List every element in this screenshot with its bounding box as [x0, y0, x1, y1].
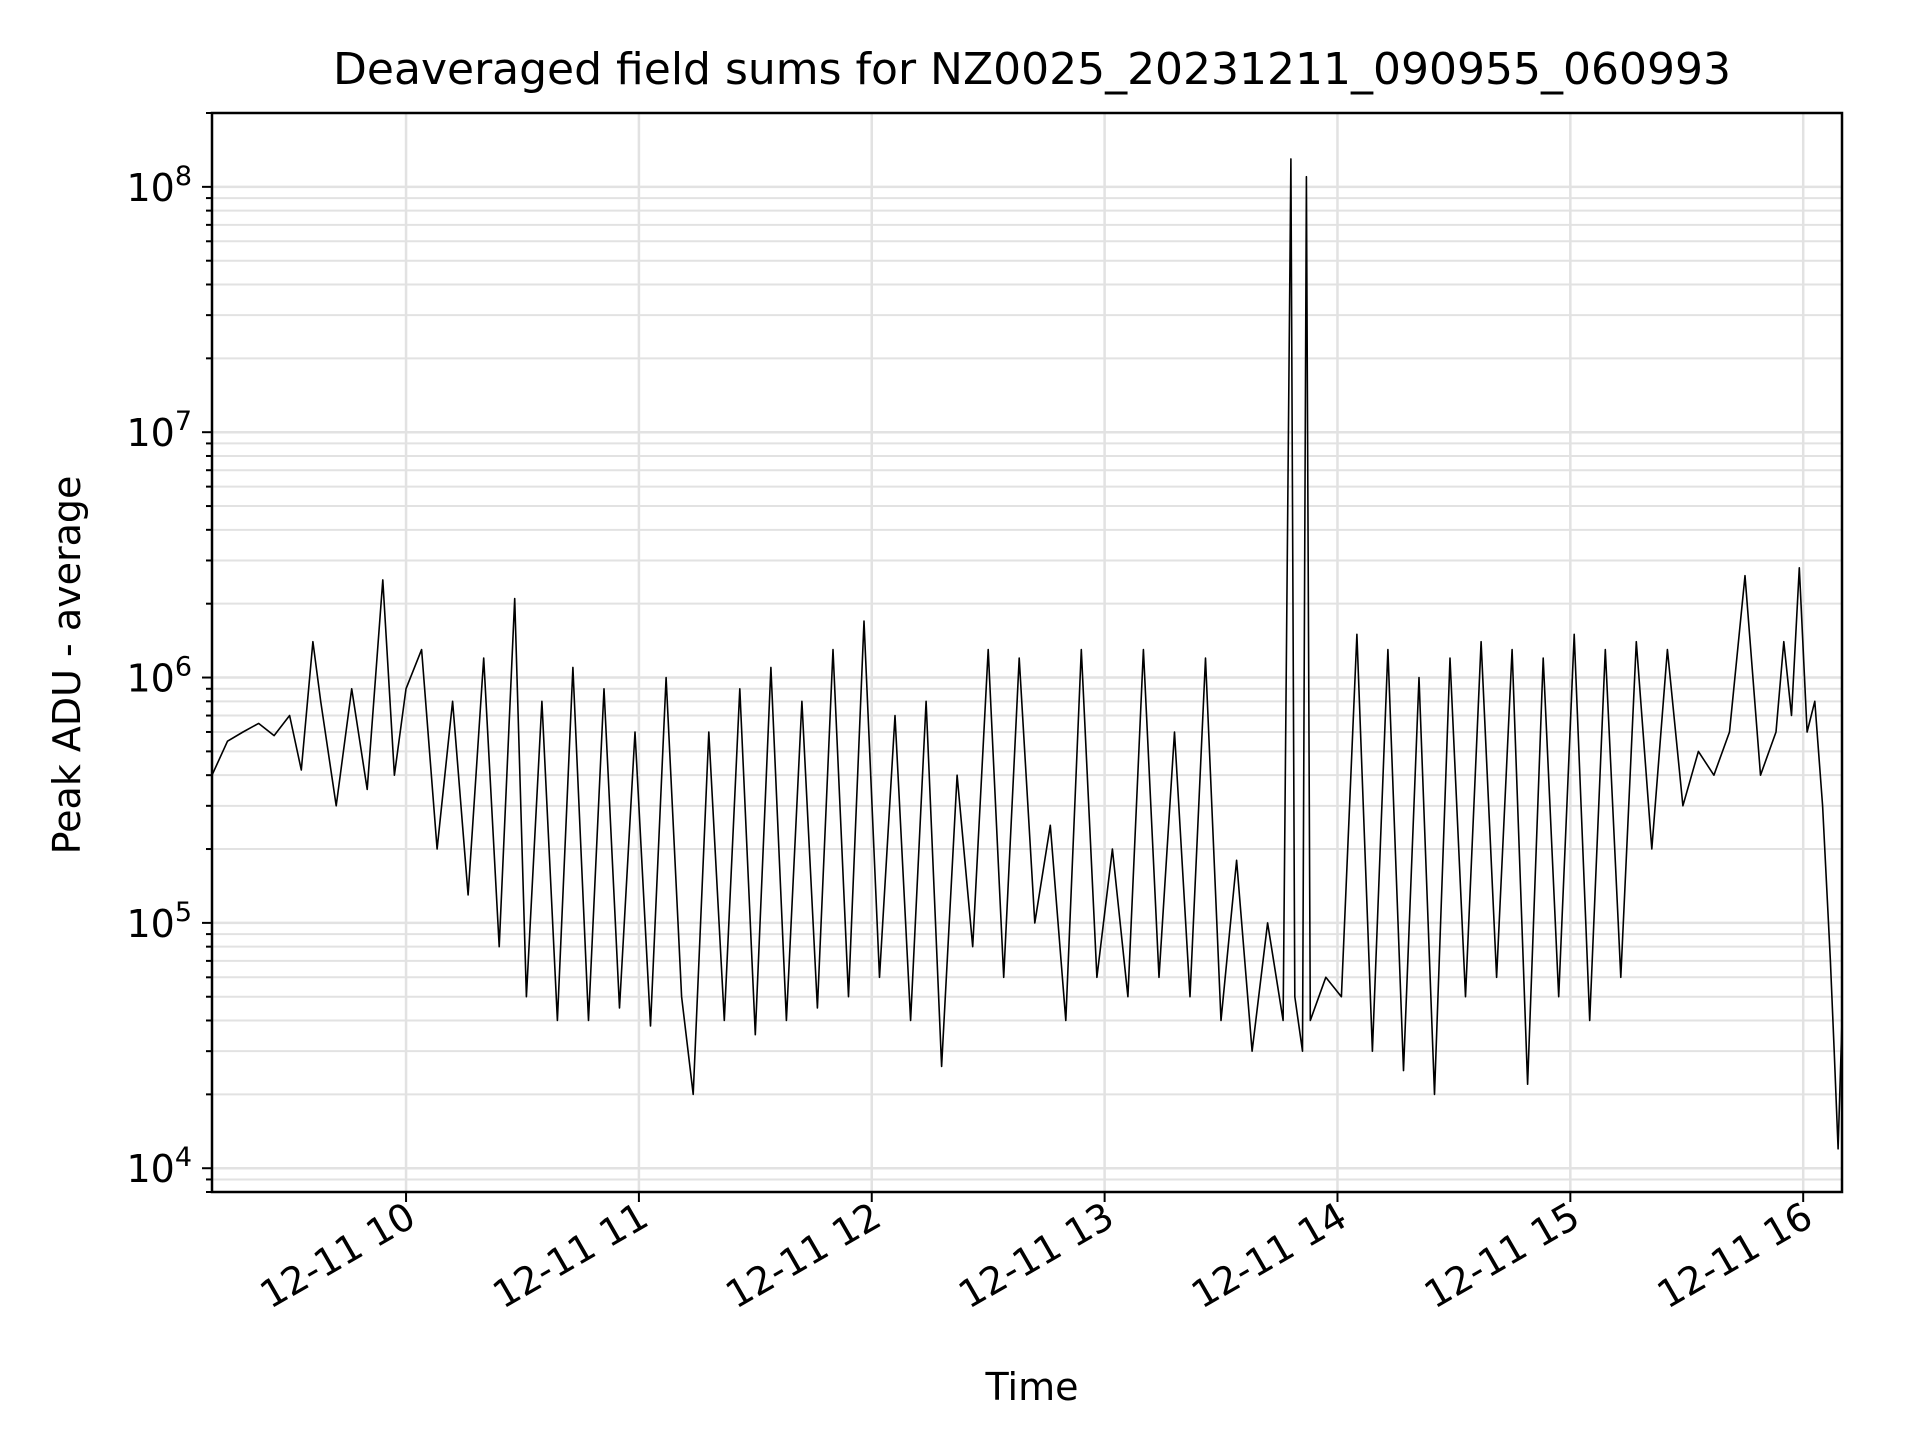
y-tick-label: 105	[126, 897, 192, 946]
y-tick-label-base: 10	[126, 657, 174, 701]
y-tick-label-exponent: 5	[175, 897, 192, 928]
y-tick-label: 108	[126, 161, 192, 210]
grid-layer	[212, 112, 1842, 1193]
y-tick-label: 107	[126, 406, 192, 455]
chart-title: Deaveraged field sums for NZ0025_2023121…	[333, 44, 1731, 95]
y-tick-label-exponent: 6	[175, 652, 192, 683]
series-line	[211, 158, 1843, 1150]
line-layer	[211, 158, 1843, 1150]
y-axis-label: Peak ADU - average	[45, 476, 89, 855]
y-tick-label-exponent: 8	[175, 161, 192, 192]
y-tick-label-base: 10	[126, 411, 174, 455]
y-tick-label-base: 10	[126, 902, 174, 946]
y-tick-label-exponent: 4	[175, 1142, 192, 1173]
y-tick-label-base: 10	[126, 1147, 174, 1191]
y-tick-label: 104	[126, 1142, 192, 1191]
x-axis-label: Time	[985, 1365, 1079, 1409]
y-tick-label: 106	[126, 652, 192, 701]
plot-frame	[210, 111, 1844, 1194]
y-tick-label-exponent: 7	[175, 406, 192, 437]
y-tick-label-base: 10	[126, 166, 174, 210]
